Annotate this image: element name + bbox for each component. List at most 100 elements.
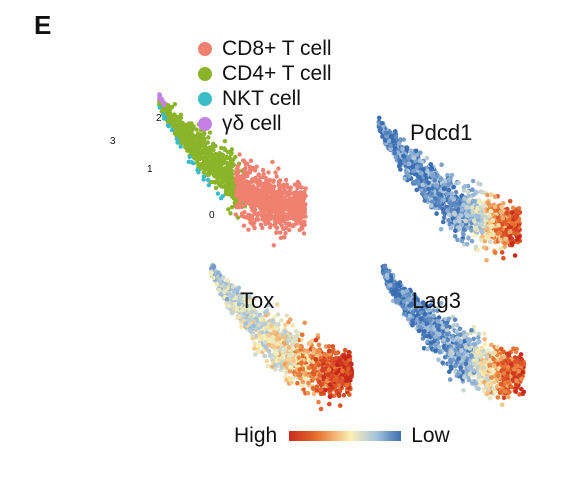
expression-point [454, 322, 460, 328]
expression-point [255, 318, 260, 323]
expression-point [438, 176, 444, 181]
expression-point [449, 191, 454, 196]
cluster-point [241, 223, 247, 228]
expression-point [495, 395, 501, 400]
cluster-point [269, 194, 274, 199]
cluster-point [250, 220, 255, 225]
cluster-point [277, 186, 282, 192]
expression-point [236, 285, 242, 291]
cluster-point [195, 160, 200, 165]
expression-point [341, 392, 347, 398]
expression-point [487, 232, 492, 238]
cluster-label: 1 [147, 164, 153, 175]
expression-point [432, 178, 438, 183]
cluster-point [193, 149, 198, 154]
expression-point [423, 172, 428, 178]
expression-point [463, 218, 469, 224]
expression-point [331, 393, 337, 399]
cluster-point [206, 145, 212, 150]
expression-point [270, 343, 275, 349]
expression-point [472, 226, 478, 231]
expression-point [492, 204, 498, 209]
expression-point [440, 197, 446, 202]
expression-point [327, 401, 332, 407]
cluster-point [262, 193, 267, 199]
expression-point [442, 178, 447, 183]
expression-point [250, 333, 256, 338]
expression-point [258, 317, 264, 323]
expression-point [511, 346, 516, 352]
cluster-point [264, 203, 270, 209]
expression-point [452, 210, 457, 216]
expression-point [471, 218, 477, 223]
expression-point [456, 215, 462, 221]
cluster-point [213, 168, 218, 173]
cluster-point [173, 127, 179, 132]
expression-point [291, 358, 296, 364]
expression-point [424, 155, 430, 161]
cluster-point [219, 152, 225, 157]
expression-point [333, 356, 339, 361]
expression-point [296, 372, 301, 378]
cluster-point [270, 214, 275, 219]
expression-point [397, 161, 403, 166]
cluster-point [278, 201, 283, 206]
cluster-point [247, 170, 252, 175]
expression-point [327, 387, 332, 392]
expression-point [311, 346, 317, 352]
expression-point [344, 375, 350, 380]
expression-point [238, 294, 244, 299]
expression-point [500, 215, 506, 221]
cluster-label: 3 [110, 136, 116, 147]
cluster-point [239, 179, 244, 184]
expression-point [275, 312, 281, 317]
cluster-point [169, 127, 175, 133]
expression-point [459, 207, 465, 213]
cluster-point [174, 120, 179, 126]
expression-point [306, 341, 312, 346]
cluster-point [203, 148, 208, 153]
expression-point [451, 323, 457, 328]
expression-point [284, 365, 289, 370]
cluster-point [178, 115, 184, 121]
expression-point [507, 229, 513, 234]
cluster-point [211, 141, 216, 146]
expression-point [416, 328, 422, 334]
cluster-point [252, 211, 257, 216]
expression-point [424, 168, 430, 174]
expression-point [216, 270, 221, 276]
expression-point [487, 239, 493, 245]
expression-point [404, 145, 410, 150]
expression-point [402, 176, 408, 181]
expression-point [282, 347, 288, 352]
expression-point [510, 241, 515, 246]
cluster-point [269, 210, 274, 215]
cluster-point [175, 140, 180, 145]
cluster-point [210, 145, 215, 150]
cluster-point [172, 116, 177, 121]
expression-point [512, 222, 518, 228]
expression-point [496, 223, 501, 228]
expression-point [422, 198, 428, 203]
cluster-point [278, 215, 283, 221]
expression-point [392, 150, 398, 156]
expression-point [273, 362, 278, 368]
expression-point [472, 199, 477, 204]
expression-point [334, 370, 339, 376]
cluster-point [297, 220, 303, 225]
expression-point [287, 317, 293, 322]
expression-point [252, 346, 257, 351]
cluster-point [295, 193, 301, 198]
expression-point [393, 154, 399, 160]
expression-point [441, 186, 447, 192]
expression-point [421, 167, 426, 172]
cluster-point [215, 191, 221, 196]
expression-point [494, 344, 500, 350]
expression-point [465, 189, 471, 194]
cluster-point [258, 188, 263, 193]
expression-point [255, 343, 260, 349]
cluster-point [243, 184, 248, 190]
expression-point [504, 210, 509, 216]
cluster-point [267, 221, 272, 226]
cluster-point [241, 158, 247, 163]
